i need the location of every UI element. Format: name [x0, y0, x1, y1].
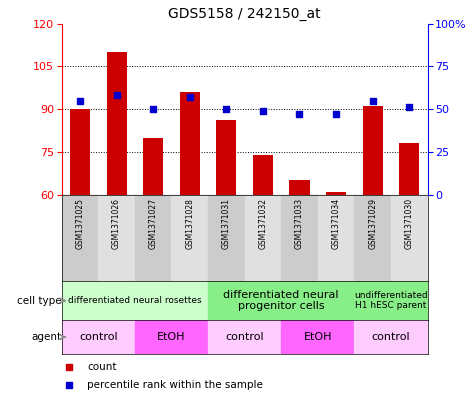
- Point: [332, 111, 340, 118]
- Bar: [253, 154, 273, 195]
- Text: count: count: [87, 362, 117, 373]
- Bar: [326, 192, 346, 195]
- Bar: [208, 320, 281, 354]
- Bar: [62, 195, 98, 281]
- Text: GSM1371032: GSM1371032: [258, 198, 267, 249]
- Point: [65, 382, 73, 388]
- Point: [259, 108, 267, 114]
- Bar: [216, 120, 237, 195]
- Text: control: control: [79, 332, 118, 342]
- Text: GSM1371030: GSM1371030: [405, 198, 414, 249]
- Text: agent: agent: [32, 332, 62, 342]
- Bar: [281, 320, 354, 354]
- Text: control: control: [371, 332, 410, 342]
- Text: GSM1371025: GSM1371025: [76, 198, 85, 249]
- Text: GSM1371029: GSM1371029: [368, 198, 377, 249]
- Point: [295, 111, 304, 118]
- Bar: [289, 180, 310, 195]
- Bar: [135, 320, 208, 354]
- Point: [149, 106, 157, 112]
- Bar: [281, 195, 318, 281]
- Point: [405, 104, 413, 110]
- Bar: [208, 195, 245, 281]
- Bar: [391, 195, 428, 281]
- Bar: [180, 92, 200, 195]
- Text: differentiated neural
progenitor cells: differentiated neural progenitor cells: [223, 290, 339, 311]
- Bar: [208, 281, 354, 320]
- Point: [222, 106, 230, 112]
- Text: GSM1371028: GSM1371028: [185, 198, 194, 249]
- Point: [113, 92, 121, 99]
- Point: [65, 364, 73, 371]
- Bar: [143, 138, 163, 195]
- Bar: [354, 281, 428, 320]
- Bar: [62, 281, 208, 320]
- Point: [76, 97, 84, 104]
- Text: GSM1371031: GSM1371031: [222, 198, 231, 249]
- Bar: [70, 109, 90, 195]
- Bar: [98, 195, 135, 281]
- Text: EtOH: EtOH: [304, 332, 332, 342]
- Text: GSM1371033: GSM1371033: [295, 198, 304, 249]
- Text: GSM1371034: GSM1371034: [332, 198, 341, 249]
- Text: GSM1371027: GSM1371027: [149, 198, 158, 249]
- Point: [186, 94, 194, 100]
- Text: percentile rank within the sample: percentile rank within the sample: [87, 380, 263, 390]
- Text: differentiated neural rosettes: differentiated neural rosettes: [68, 296, 202, 305]
- Text: EtOH: EtOH: [157, 332, 186, 342]
- Bar: [354, 195, 391, 281]
- Bar: [399, 143, 419, 195]
- Point: [369, 97, 377, 104]
- Bar: [362, 106, 383, 195]
- Bar: [318, 195, 354, 281]
- Text: GSM1371026: GSM1371026: [112, 198, 121, 249]
- Text: control: control: [225, 332, 264, 342]
- Bar: [245, 195, 281, 281]
- Bar: [171, 195, 208, 281]
- Text: undifferentiated
H1 hESC parent: undifferentiated H1 hESC parent: [354, 291, 428, 310]
- Bar: [106, 52, 127, 195]
- Text: cell type: cell type: [17, 296, 62, 306]
- Bar: [135, 195, 171, 281]
- Title: GDS5158 / 242150_at: GDS5158 / 242150_at: [168, 7, 321, 21]
- Bar: [354, 320, 428, 354]
- Bar: [62, 320, 135, 354]
